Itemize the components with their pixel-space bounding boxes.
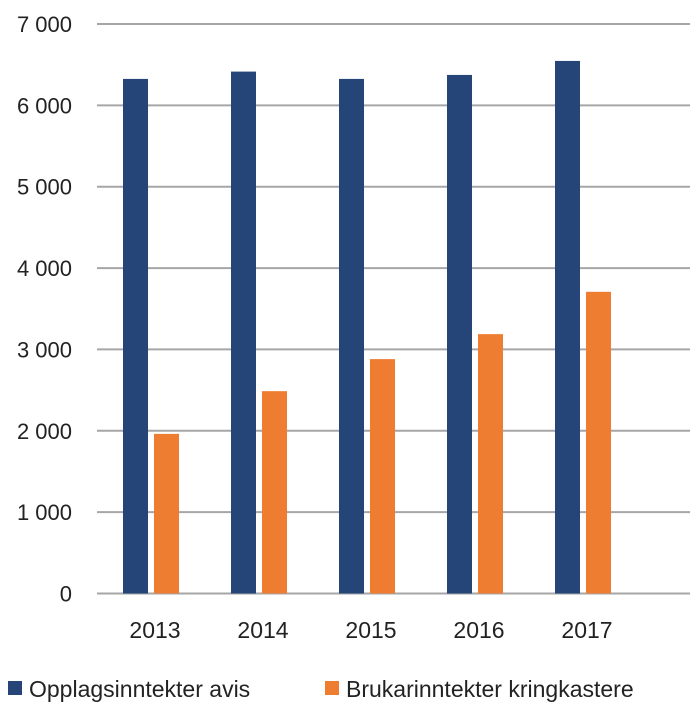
bar-2015-series-1: [370, 359, 395, 594]
y-tick-label: 6 000: [17, 93, 72, 118]
x-tick-label: 2017: [561, 617, 612, 643]
bar-2016-series-1: [478, 334, 503, 594]
y-tick-label: 4 000: [17, 256, 72, 281]
x-tick-label: 2015: [345, 617, 396, 643]
bar-2017-series-0: [555, 60, 580, 594]
legend-label: Opplagsinntekter avis: [29, 676, 250, 702]
x-tick-label: 2014: [237, 617, 288, 643]
bar-2013-series-0: [123, 78, 148, 594]
y-axis-ticks: 0 1 000 2 000 3 000 4 000 5 000 6 000 7 000: [17, 12, 72, 607]
y-tick-label: 5 000: [17, 175, 72, 200]
legend-label: Brukarinntekter kringkastere: [346, 676, 634, 702]
bar-2017-series-1: [586, 291, 611, 594]
bar-2014-series-1: [262, 391, 287, 594]
bar-2015-series-0: [339, 78, 364, 594]
y-tick-label: 1 000: [17, 500, 72, 525]
legend: Opplagsinntekter avis Brukarinntekter kri…: [8, 676, 634, 702]
x-tick-label: 2013: [129, 617, 180, 643]
bar-2014-series-0: [231, 71, 256, 594]
y-tick-label: 2 000: [17, 419, 72, 444]
y-tick-label: 7 000: [17, 12, 72, 37]
x-axis-ticks: 2013 2014 2015 2016 2017: [129, 617, 612, 643]
bars: [123, 60, 611, 594]
y-tick-label: 0: [60, 582, 72, 607]
legend-swatch: [325, 681, 339, 695]
x-tick-label: 2016: [453, 617, 504, 643]
legend-swatch: [8, 681, 22, 695]
bar-2016-series-0: [447, 74, 472, 594]
y-tick-label: 3 000: [17, 337, 72, 362]
bar-2013-series-1: [154, 433, 179, 594]
